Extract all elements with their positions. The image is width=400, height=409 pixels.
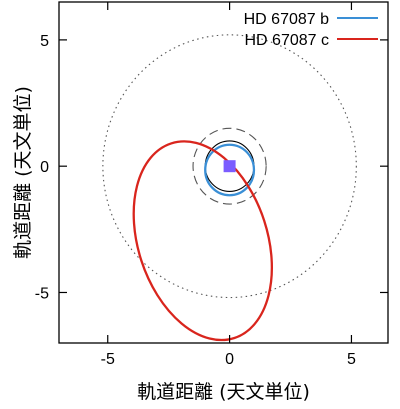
star-square: [223, 160, 236, 173]
y-tick-label: 5: [40, 33, 49, 50]
reference-circle-dashed: [192, 127, 267, 205]
axis-ticks: -5 0 5 5 0 -5: [35, 2, 388, 368]
y-tick-label: 0: [40, 159, 49, 176]
star-marker: [223, 160, 236, 173]
legend: HD 67087 b HD 67087 c: [244, 11, 378, 49]
x-tick-label: -5: [101, 351, 115, 368]
planet-orbits: [132, 140, 274, 342]
legend-label-hd-67087-c: HD 67087 c: [245, 32, 330, 49]
x-tick-label: 0: [225, 351, 234, 368]
legend-label-hd-67087-b: HD 67087 b: [244, 11, 329, 28]
x-tick-label: 5: [347, 351, 356, 368]
y-tick-label: -5: [35, 285, 49, 302]
x-axis-title: 軌道距離 (天文単位): [137, 381, 310, 403]
plot-frame: [58, 1, 389, 344]
reference-circle-dotted: [102, 34, 357, 299]
y-axis-title: 軌道距離 (天文単位): [12, 86, 34, 259]
orbit-hd-67087-b: [204, 143, 256, 197]
orbit-hd-67087-c: [132, 140, 274, 342]
